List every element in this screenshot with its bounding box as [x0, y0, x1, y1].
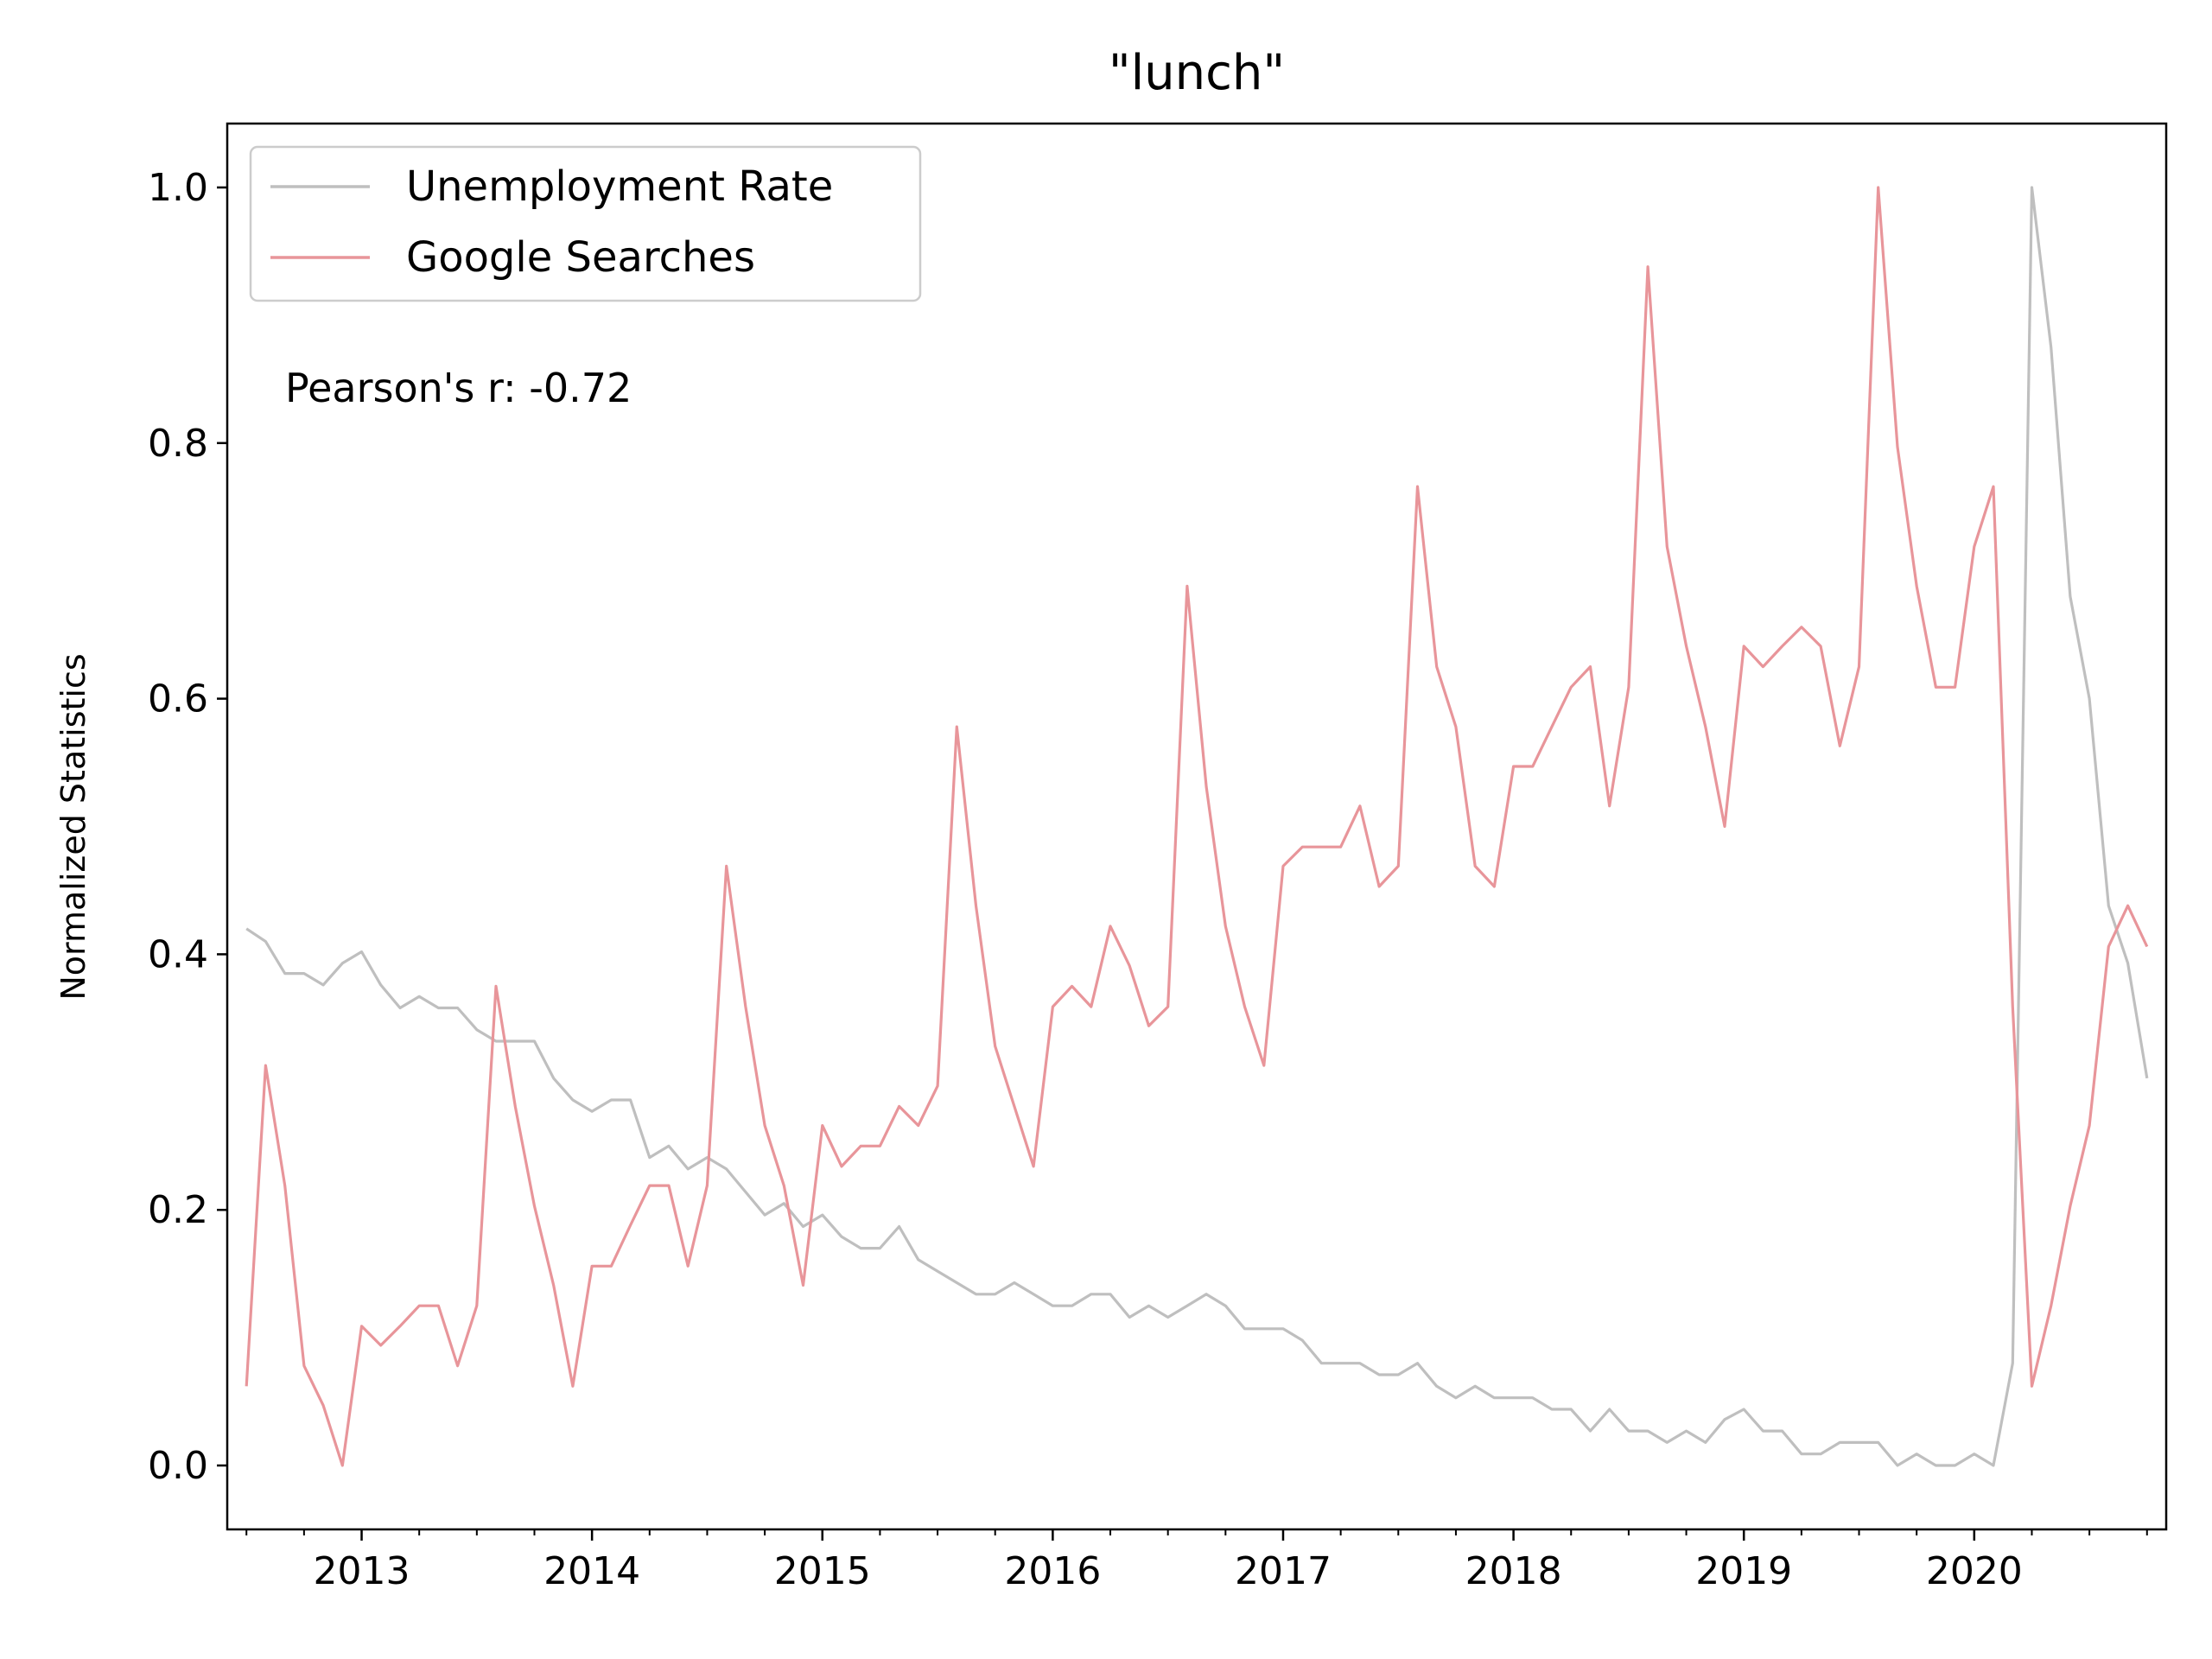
- legend-label-google-searches: Google Searches: [406, 233, 755, 282]
- y-tick-label: 0.0: [148, 1444, 208, 1488]
- pearson-annotation: Pearson's r: -0.72: [285, 365, 632, 411]
- legend-label-unemployment: Unemployment Rate: [406, 162, 833, 211]
- x-tick-label: 2013: [314, 1549, 410, 1593]
- legend: Unemployment Rate Google Searches: [249, 145, 922, 302]
- y-tick-label: 0.4: [148, 932, 208, 976]
- chart-title: "lunch": [1109, 45, 1285, 101]
- series-layer: [245, 186, 2149, 1467]
- y-tick-label: 0.2: [148, 1188, 208, 1232]
- y-tick-label: 1.0: [148, 166, 208, 210]
- x-axis: 2013 2014 2015 2016 2017 2018 2019 2020: [245, 1529, 2148, 1593]
- plot-area: [226, 122, 2168, 1531]
- x-tick-label: 2014: [543, 1549, 640, 1593]
- x-tick-label: 2018: [1465, 1549, 1562, 1593]
- x-tick-label: 2017: [1235, 1549, 1332, 1593]
- y-axis: 0.0 0.2 0.4 0.6 0.8 1.0: [148, 166, 227, 1488]
- series-line-unemployment-rate: [245, 186, 2149, 1467]
- y-axis-label: Normalized Statistics: [54, 653, 92, 1000]
- legend-box: [249, 145, 922, 302]
- series-line-google-searches: [245, 186, 2149, 1467]
- x-tick-label: 2015: [774, 1549, 871, 1593]
- x-tick-label: 2020: [1926, 1549, 2023, 1593]
- plot-frame: [226, 122, 2168, 1531]
- x-tick-label: 2019: [1695, 1549, 1792, 1593]
- x-tick-label: 2016: [1004, 1549, 1101, 1593]
- y-tick-label: 0.6: [148, 677, 208, 721]
- y-tick-label: 0.8: [148, 422, 208, 466]
